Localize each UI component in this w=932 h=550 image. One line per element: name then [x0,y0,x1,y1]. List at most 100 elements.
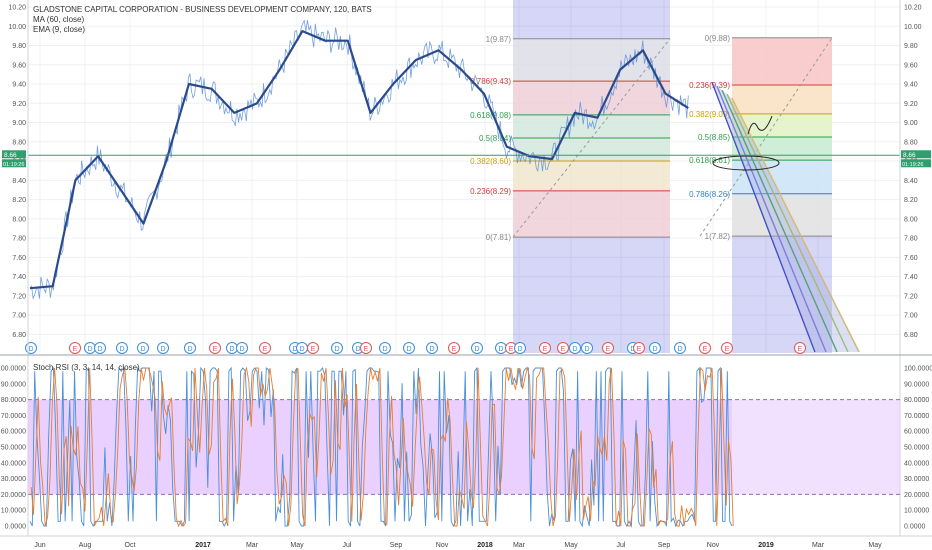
price-axis-left-tick: 8.00 [12,216,26,223]
annotation-squiggle [747,115,773,135]
rsi-axis-left-tick: 70.0000 [1,413,26,420]
rsi-axis-right-tick: 90.0000 [904,381,929,388]
fib2-level-label: 0.786(8.26) [689,190,730,199]
price-axis-right-tick: 7.60 [904,255,918,262]
price-axis-left-tick: 9.80 [12,43,26,50]
ma-legend[interactable]: MA (60, close) [33,15,85,24]
time-axis-tick: Mar [812,542,825,549]
price-axis-right-tick: 10.00 [904,24,922,31]
rsi-axis-left-tick: 100.0000 [0,366,26,373]
event-marker-label: D [630,346,635,353]
price-axis-right-tick: 9.00 [904,120,918,127]
chart-title: GLADSTONE CAPITAL CORPORATION - BUSINESS… [33,5,372,14]
event-marker [633,342,645,354]
event-marker-label: D [584,346,589,353]
stoch-d-line [30,366,734,528]
fib1-zone [513,38,670,82]
event-marker [184,342,196,354]
event-marker [426,342,438,354]
price-axis-right-tick: 7.80 [904,236,918,243]
channel-band [712,82,860,353]
event-marker-label: E [263,346,268,353]
time-axis-tick: Nov [436,542,449,549]
price-axis-right-tick: 8.80 [904,139,918,146]
price-axis-left-tick: 10.00 [8,24,26,31]
fib2-zone [732,136,832,161]
price-axis-left-tick: 10.20 [8,5,26,12]
time-axis-tick: 2017 [195,542,211,549]
time-axis-tick: May [290,542,304,549]
event-marker-label: D [87,346,92,353]
time-badge-right [901,159,931,168]
rsi-axis-right-tick: 70.0000 [904,413,929,420]
fib2-level-label: 0(9.88) [705,34,731,43]
event-marker [557,342,569,354]
event-marker-label: D [299,346,304,353]
event-marker [721,342,733,354]
time-axis-tick: Jun [34,542,45,549]
event-marker [236,342,248,354]
price-axis-left-tick: 7.60 [12,255,26,262]
event-marker-label: D [97,346,102,353]
event-marker-label: D [498,346,503,353]
fib2-zone [732,113,832,137]
event-marker-label: E [798,346,803,353]
channel-line [716,85,827,353]
event-marker [514,342,526,354]
price-axis-right-tick: 9.80 [904,43,918,50]
fib2-level-label: 0.236(9.39) [689,81,730,90]
fib2-zone [732,37,832,85]
event-marker [539,342,551,354]
price-axis-left-tick: 9.00 [12,120,26,127]
price-axis-right-tick: 8.40 [904,178,918,185]
event-marker-label: D [239,346,244,353]
fib1-level-label: 0.618(9.08) [470,111,511,120]
event-marker [674,342,686,354]
price-badge-left [2,150,26,159]
channel-line [711,81,816,353]
event-marker-label: E [703,346,708,353]
event-marker-label: E [606,346,611,353]
time-axis-tick: 2018 [477,542,493,549]
event-marker-label: D [382,346,387,353]
price-axis-right-tick: 9.40 [904,82,918,89]
event-marker [116,342,128,354]
time-axis-tick: May [564,542,578,549]
price-axis-left-tick: 8.20 [12,197,26,204]
price-axis-left-tick: 8.40 [12,178,26,185]
price-axis-left-tick: 6.80 [12,332,26,339]
event-marker [581,342,593,354]
event-marker-label: E [509,346,514,353]
fib1-zone [513,161,670,191]
event-marker [602,342,614,354]
annotation-circle [712,155,780,171]
event-marker-label: D [28,346,33,353]
stoch-rsi-legend[interactable]: Stoch RSI (3, 3, 14, 14, close) [33,363,140,372]
event-marker-label: D [160,346,165,353]
event-marker-label: D [140,346,145,353]
event-marker-label: E [311,346,316,353]
event-marker-label: E [543,346,548,353]
rsi-axis-right-tick: 10.0000 [904,508,929,515]
fib2-level-label: 1(7.82) [705,232,731,241]
ema-legend[interactable]: EMA (9, close) [33,25,86,34]
price-axis-left-tick: 7.40 [12,274,26,281]
price-badge-right-value: 8.66 [903,152,916,159]
price-axis-right-tick: 8.20 [904,197,918,204]
event-marker [69,342,81,354]
event-marker-label: E [637,346,642,353]
rsi-band-future [732,399,900,495]
event-marker-label: D [334,346,339,353]
event-marker-label: E [561,346,566,353]
fib1-level-label: 0(7.81) [486,233,512,242]
fib1-level-label: 0.382(8.60) [470,157,511,166]
event-marker [137,342,149,354]
fib1-level-label: 0.5(8.84) [479,134,511,143]
price-axis-right-tick: 7.20 [904,293,918,300]
time-axis-tick: Nov [707,542,720,549]
rsi-axis-right-tick: 50.0000 [904,445,929,452]
fib1-trendline [512,38,671,238]
event-marker-label: D [429,346,434,353]
event-marker [307,342,319,354]
